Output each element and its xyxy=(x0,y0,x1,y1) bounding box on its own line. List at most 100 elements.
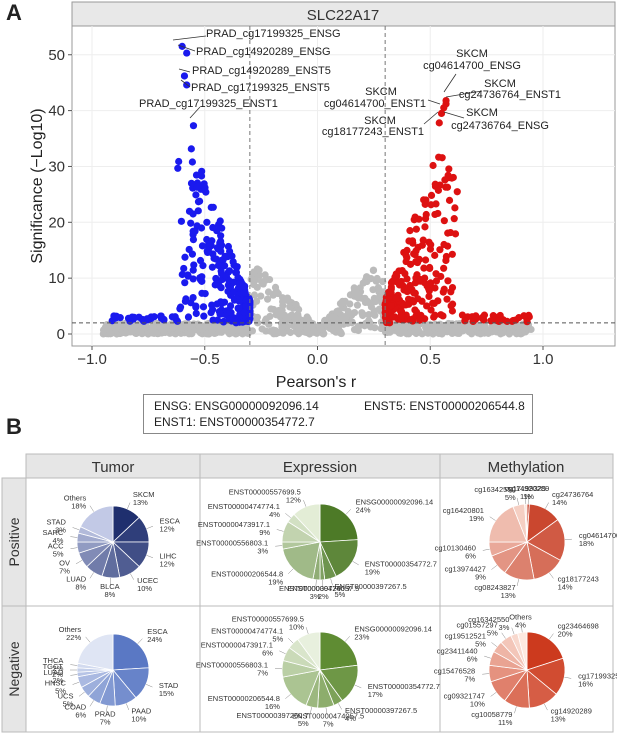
pie-slice-percent: 10% xyxy=(470,699,485,708)
point xyxy=(412,308,421,316)
pie-slice-label: ENST00000354772.7 xyxy=(368,682,440,691)
leader-line xyxy=(189,106,201,119)
point xyxy=(106,330,115,338)
point xyxy=(279,298,287,306)
point xyxy=(387,302,395,310)
point xyxy=(369,266,378,274)
pie-slice-percent: 12% xyxy=(159,560,174,569)
y-tick-label: 40 xyxy=(48,103,65,120)
point xyxy=(122,329,130,337)
pie-slice-label: ENST00000557699.5 xyxy=(229,488,301,497)
pie-slice-percent: 7% xyxy=(323,719,334,728)
point xyxy=(160,328,168,336)
pie-slice-percent: 9% xyxy=(475,573,486,582)
point xyxy=(184,272,192,280)
point xyxy=(149,322,157,330)
point xyxy=(232,268,241,276)
point xyxy=(130,313,138,321)
gridlines xyxy=(72,26,615,346)
point xyxy=(203,330,211,338)
point xyxy=(265,320,273,328)
col-header-tumor: Tumor xyxy=(92,459,135,476)
pie-slice-label: ENST00000206544.8 xyxy=(208,694,280,703)
pie-slice-percent: 8% xyxy=(75,583,86,592)
pie-slice-label: cg14920289 xyxy=(551,707,592,716)
pie-slice-percent: 18% xyxy=(579,539,594,548)
pie-slice-percent: 5% xyxy=(53,550,64,559)
pie-slice-percent: 3% xyxy=(499,623,510,632)
point xyxy=(213,244,221,252)
point xyxy=(405,237,413,245)
pie-slice-label: UCEC xyxy=(137,576,159,585)
point xyxy=(258,325,266,333)
point xyxy=(424,325,432,334)
pie-slice-percent: 15% xyxy=(159,689,174,698)
label-prad-3: PRAD_cg14920289_ENST5 xyxy=(192,65,331,77)
point xyxy=(195,197,204,205)
x-tick-label: −0.5 xyxy=(190,351,220,368)
pie-layer: SKCM13%ESCA12%LIHC12%UCEC10%BLCA8%LUAD8%… xyxy=(43,484,617,728)
pie-slice-label: cg23411440 xyxy=(437,647,478,656)
point xyxy=(499,323,507,331)
point xyxy=(431,210,439,219)
point xyxy=(388,313,397,321)
pie-slice-label: OV xyxy=(59,558,70,567)
point xyxy=(217,232,225,240)
point xyxy=(387,279,396,287)
pie-slice-label: ENST00000556803.1 xyxy=(196,660,268,669)
pie-slice-percent: 7% xyxy=(100,717,111,726)
point xyxy=(177,217,185,225)
volcano-title: SLC22A17 xyxy=(307,7,380,24)
point xyxy=(414,295,422,303)
pie-slice-label: cg10130460 xyxy=(435,543,476,552)
point xyxy=(264,288,273,296)
pie-slice-percent: 8% xyxy=(104,590,115,599)
point xyxy=(397,329,405,337)
point xyxy=(351,290,359,298)
pie-slice-label: cg16342550 xyxy=(474,485,515,494)
point xyxy=(189,227,197,235)
pie-slice xyxy=(297,631,321,672)
pie-slice-label: cg23464698 xyxy=(558,622,599,631)
pie-slice-percent: 16% xyxy=(578,679,593,688)
point xyxy=(371,311,379,319)
point xyxy=(193,183,201,191)
point xyxy=(194,207,202,215)
point xyxy=(491,325,500,333)
point xyxy=(196,256,205,265)
pie-slice-percent: 12% xyxy=(286,496,301,505)
col-header-methylation-bg xyxy=(439,453,614,479)
point xyxy=(520,312,528,320)
pie-slice-label: COAD xyxy=(65,703,87,712)
point xyxy=(186,322,194,331)
point xyxy=(274,289,282,298)
point xyxy=(359,279,367,287)
point xyxy=(505,330,513,338)
point xyxy=(201,290,209,298)
x-tick-label: 0.0 xyxy=(307,351,328,368)
pie-slice-label: cg16342550 xyxy=(468,615,509,624)
point xyxy=(443,295,451,303)
pie-slice-label: ENST00000397267.5 xyxy=(345,706,417,715)
point xyxy=(168,313,176,321)
pie-slice-label: cg10058779 xyxy=(471,710,512,719)
point xyxy=(282,316,291,325)
point xyxy=(448,307,457,315)
pie-slice-percent: 24% xyxy=(356,506,371,515)
point xyxy=(445,196,454,204)
point xyxy=(509,316,517,325)
pie-slice-label: cg15476528 xyxy=(434,667,475,676)
point xyxy=(460,326,468,335)
label-skcm-5b: cg24736764_ENSG xyxy=(451,120,549,132)
point xyxy=(442,252,450,261)
pie-slice-percent: 17% xyxy=(368,690,383,699)
point xyxy=(181,279,189,287)
pie-slice-label: BLCA xyxy=(100,582,120,591)
pie-slice-label: cg13974427 xyxy=(445,565,486,574)
point xyxy=(240,308,248,316)
point xyxy=(497,330,505,338)
pie-slice xyxy=(524,503,528,543)
point xyxy=(353,301,362,309)
point xyxy=(402,322,410,330)
pie-slice-label: SARC xyxy=(43,528,64,537)
